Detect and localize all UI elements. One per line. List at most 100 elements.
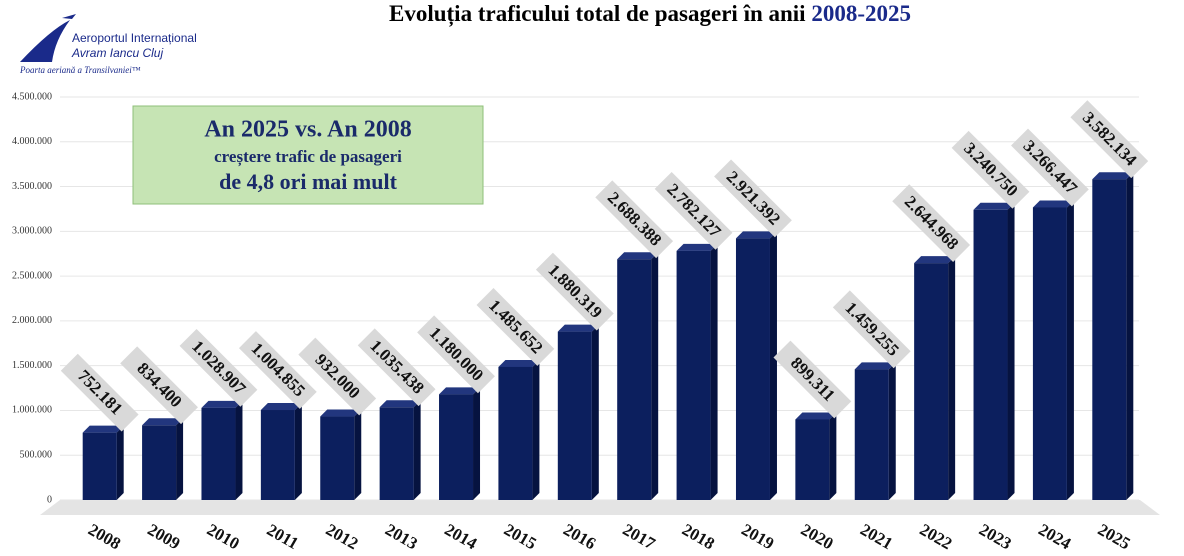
bar-top	[142, 418, 184, 426]
bar-top	[439, 387, 481, 395]
bar	[201, 407, 236, 500]
bar-side	[651, 252, 659, 500]
value-label-text: 2.644.968	[901, 192, 963, 254]
value-label-text: 1.004.855	[248, 339, 310, 401]
value-label-text: 932.000	[311, 350, 364, 403]
bar-side	[710, 243, 718, 500]
bar-top	[379, 400, 421, 408]
bar-top	[854, 362, 896, 370]
bar	[914, 263, 949, 500]
bar-top	[617, 252, 659, 260]
x-tick-label: 2013	[382, 520, 421, 553]
value-label-text: 2.921.392	[723, 167, 785, 229]
x-tick-label: 2023	[976, 520, 1015, 553]
value-label-text: 899.311	[787, 353, 839, 405]
value-label-bg	[951, 130, 1030, 209]
bar-side	[413, 400, 421, 500]
bar-top	[735, 231, 777, 239]
y-tick-label: 500.000	[20, 450, 53, 461]
bar-top	[498, 359, 540, 367]
floor	[40, 500, 1160, 515]
value-label-bg	[595, 180, 674, 259]
x-tick-label: 2022	[916, 520, 955, 553]
y-tick-label: 2.000.000	[12, 315, 52, 326]
logo-tagline: Poarta aeriană a Transilvaniei™	[19, 65, 141, 75]
bar	[973, 209, 1008, 500]
bar-side	[1066, 200, 1074, 500]
x-tick-label: 2019	[738, 520, 777, 553]
value-label-text: 2.688.388	[604, 188, 666, 250]
value-label-bg	[832, 290, 911, 369]
logo-line1: Aeroportul Internațional	[72, 31, 197, 45]
y-tick-label: 0	[47, 494, 52, 505]
bar	[82, 432, 117, 500]
value-label-text: 1.880.319	[544, 260, 606, 322]
value-label-bg	[60, 353, 139, 432]
x-tick-label: 2012	[323, 520, 362, 553]
value-label-text: 1.028.907	[188, 337, 250, 399]
value-label: 1.004.855	[238, 331, 317, 409]
y-tick-label: 4.500.000	[12, 91, 52, 102]
value-label-text: 3.266.447	[1020, 136, 1082, 198]
logo-plane	[62, 14, 76, 19]
value-label-text: 1.180.000	[426, 323, 488, 385]
annotation-box	[132, 105, 484, 205]
x-tick-label: 2011	[264, 520, 302, 553]
logo-line2: Avram Iancu Cluj	[71, 46, 163, 60]
value-label-text: 3.240.750	[960, 139, 1022, 201]
bar	[735, 238, 770, 501]
x-tick-label: 2025	[1095, 520, 1134, 553]
x-tick-label: 2024	[1035, 520, 1074, 554]
bar-top	[914, 256, 956, 264]
x-tick-label: 2018	[679, 520, 718, 553]
value-label: 3.582.134	[1070, 100, 1149, 179]
bar-side	[354, 409, 362, 500]
value-label: 1.028.907	[179, 328, 258, 407]
value-label-bg	[238, 331, 317, 409]
bar-side	[235, 400, 243, 500]
x-tick-label: 2014	[441, 520, 480, 554]
x-tick-label: 2021	[857, 520, 896, 553]
value-label-bg	[417, 315, 495, 394]
bar-top	[201, 400, 243, 408]
value-label-text: 1.035.438	[366, 336, 428, 398]
value-label: 1.459.255	[832, 290, 911, 369]
value-label: 1.180.000	[417, 315, 495, 394]
y-tick-label: 3.000.000	[12, 226, 52, 237]
bar-top	[1092, 172, 1134, 180]
bar-top	[795, 412, 837, 420]
bar	[320, 416, 355, 500]
x-tick-label: 2009	[144, 520, 183, 553]
bar-top	[82, 425, 124, 433]
bar-side	[769, 231, 777, 501]
value-label-bg	[535, 252, 614, 331]
bar	[854, 369, 889, 500]
value-label-text: 834.400	[133, 359, 186, 412]
bar-side	[888, 362, 896, 500]
y-tick-label: 1.000.000	[12, 405, 52, 416]
value-label-bg	[773, 340, 852, 419]
bar-top	[320, 409, 362, 417]
bar-side	[948, 256, 956, 500]
x-tick-label: 2016	[560, 520, 599, 553]
value-label: 1.485.652	[476, 288, 555, 366]
title-years: 2008-2025	[811, 1, 911, 26]
bar	[617, 259, 652, 500]
logo: Aeroportul Internațional Avram Iancu Clu…	[19, 14, 197, 75]
bar-side	[116, 425, 124, 500]
bar	[795, 419, 830, 500]
x-tick-label: 2017	[620, 520, 659, 554]
value-label-bg	[892, 184, 971, 263]
value-label-bg	[1070, 100, 1149, 179]
bar-side	[1007, 202, 1015, 500]
value-label-text: 3.582.134	[1079, 108, 1141, 170]
y-tick-label: 2.500.000	[12, 270, 52, 281]
annotation-line2: creștere trafic de pasageri	[214, 147, 402, 167]
value-label-text: 1.485.652	[485, 296, 547, 358]
value-label-bg	[476, 288, 555, 366]
bar-side	[532, 359, 540, 500]
bar	[439, 394, 474, 500]
bar	[1032, 207, 1067, 500]
x-tick-label: 2020	[798, 520, 837, 553]
